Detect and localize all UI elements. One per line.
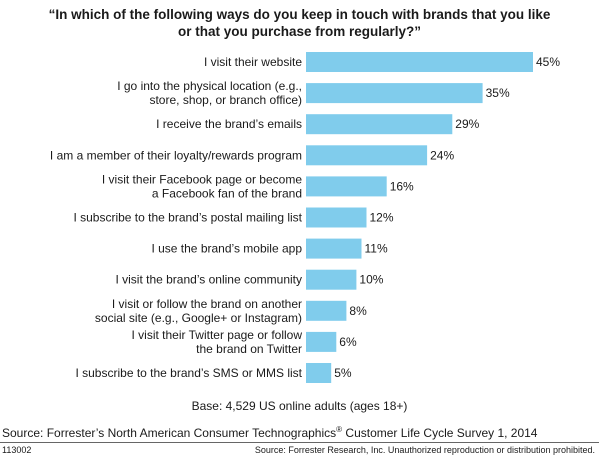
source-text: Source: Forrester’s North American Consu… <box>2 426 337 440</box>
bar-3 <box>306 145 428 166</box>
category-label-1-line-2: store, shop, or branch office) <box>149 93 302 107</box>
category-label-2: I receive the brand’s emails <box>156 117 302 131</box>
category-label-9-line-1: I visit their Twitter page or follow <box>131 328 302 342</box>
category-label-9-line-2: the brand on Twitter <box>196 342 302 356</box>
copyright-notice: Source: Forrester Research, Inc. Unautho… <box>254 445 595 455</box>
bar-7 <box>306 269 357 290</box>
bar-2 <box>306 114 453 135</box>
category-label-0: I visit their website <box>204 55 302 69</box>
bar-5 <box>306 207 367 228</box>
bar-10 <box>306 363 332 383</box>
category-label-5: I subscribe to the brand’s postal mailin… <box>73 211 302 225</box>
registered-mark: ® <box>336 425 343 434</box>
bar-8 <box>306 300 347 321</box>
category-label-8-line-2: social site (e.g., Google+ or Instagram) <box>95 311 302 325</box>
chart-title-line-1: “In which of the following ways do you k… <box>48 7 551 22</box>
category-label-6: I use the brand’s mobile app <box>151 242 302 256</box>
base-note: Base: 4,529 US online adults (ages 18+) <box>191 399 408 413</box>
value-label-4: 16% <box>390 179 414 193</box>
source-line: Source: Forrester’s North American Consu… <box>2 425 537 440</box>
bar-9 <box>306 331 337 352</box>
category-label-4-line-2: a Facebook fan of the brand <box>152 186 302 200</box>
bar-0 <box>306 52 533 72</box>
figure-id: 113002 <box>2 445 32 455</box>
category-label-7: I visit the brand’s online community <box>115 273 302 287</box>
category-label-3: I am a member of their loyalty/rewards p… <box>50 148 302 162</box>
chart-title-line-2: or that you purchase from regularly?” <box>177 24 422 39</box>
bar-chart: 45% I visit their website 35% I go into the… <box>50 52 560 383</box>
footer-divider <box>0 442 599 443</box>
bar-1 <box>306 83 483 104</box>
value-label-6: 11% <box>365 242 388 256</box>
value-label-1: 35% <box>486 86 510 100</box>
chart-title: “In which of the following ways do you k… <box>0 6 599 40</box>
value-label-0: 45% <box>536 55 560 69</box>
category-label-10: I subscribe to the brand’s SMS or MMS li… <box>75 366 302 380</box>
value-label-10: 5% <box>334 366 352 380</box>
value-label-3: 24% <box>430 148 454 162</box>
value-label-8: 8% <box>349 304 367 318</box>
category-label-4-line-1: I visit their Facebook page or become <box>102 172 302 186</box>
value-label-5: 12% <box>370 211 394 225</box>
value-label-7: 10% <box>359 273 383 287</box>
source-text-after: Customer Life Cycle Survey 1, 2014 <box>342 426 538 440</box>
bar-6 <box>306 238 362 259</box>
bar-4 <box>306 176 387 197</box>
value-label-9: 6% <box>339 335 357 349</box>
value-label-2: 29% <box>455 117 479 131</box>
category-label-1-line-1: I go into the physical location (e.g., <box>117 79 302 93</box>
category-label-8-line-1: I visit or follow the brand on another <box>112 297 302 311</box>
